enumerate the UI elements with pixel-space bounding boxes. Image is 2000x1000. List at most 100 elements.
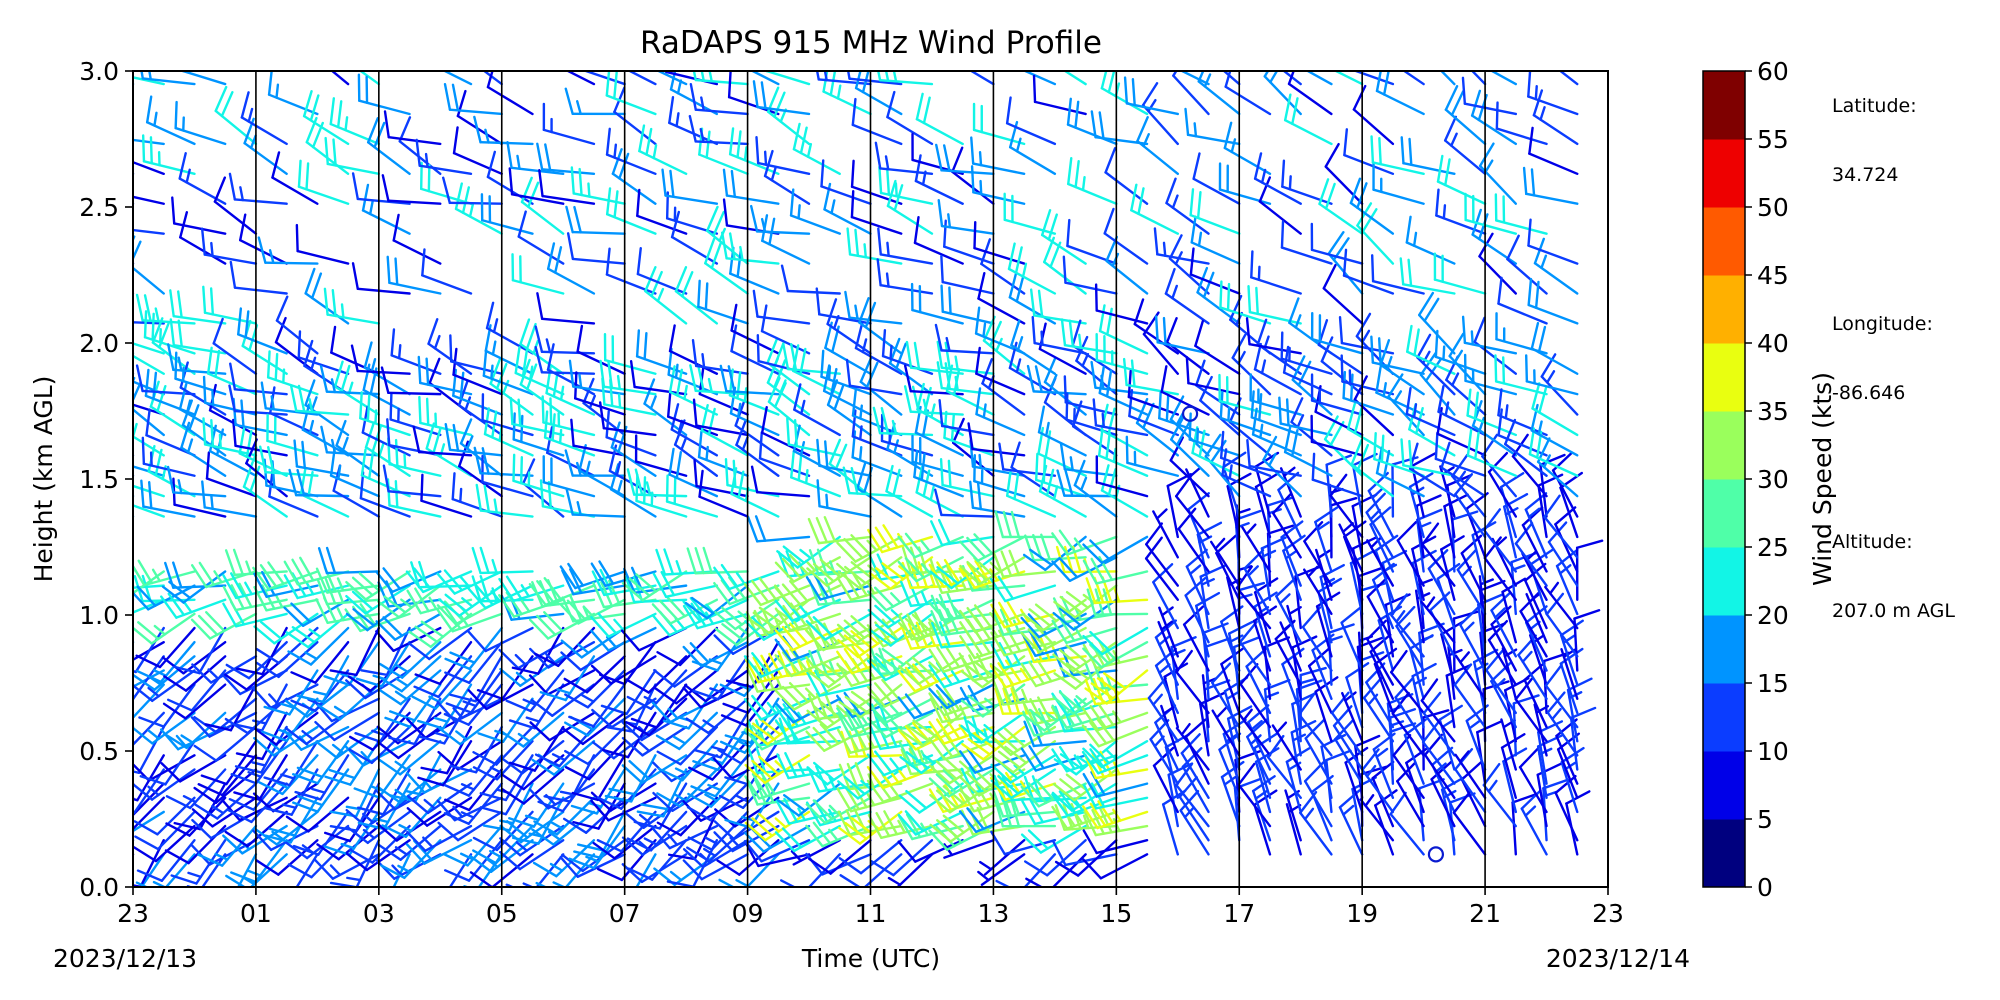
wind-barb [749,204,811,235]
wind-barb [534,325,596,355]
wind-barb [133,655,135,659]
wind-barb [1185,548,1210,616]
wind-barb [1506,234,1548,295]
wind-barb [605,410,657,457]
wind-barb [361,183,411,235]
wind-barb [1003,192,1057,235]
wind-barb [914,154,964,205]
colorbar-segment [1703,751,1745,820]
wind-barb [598,401,657,437]
wind-barb [1081,853,1149,880]
wind-barb [1464,192,1518,235]
wind-barb [1136,116,1179,176]
wind-barb [508,167,565,205]
wind-barb [590,796,657,822]
x-tick-label: 01 [240,899,272,928]
wind-barb [1500,733,1526,799]
wind-barb [1478,142,1518,205]
wind-barb [1250,390,1302,437]
wind-barb [766,86,811,146]
wind-barb [1470,71,1487,86]
wind-barb [969,480,1026,518]
wind-barb [1249,373,1302,416]
wind-barb [171,196,227,235]
wind-barb [1035,452,1087,498]
wind-barb [227,782,288,824]
wind-barb [936,340,995,375]
wind-barb [686,546,749,575]
wind-barb [481,454,534,498]
wind-barb [704,237,749,295]
wind-barb [1219,280,1272,325]
wind-barb [546,242,596,295]
wind-barb [314,711,381,742]
wind-barb [974,306,1026,355]
wind-barb [443,754,503,797]
wind-barb [598,641,657,686]
wind-barb [1245,317,1302,355]
wind-barb [975,346,1026,396]
wind-barb [449,725,503,774]
wind-barb [1280,331,1333,375]
wind-barb [1370,335,1425,375]
wind-barb [1097,428,1149,477]
wind-barb [686,824,749,863]
wind-barb [730,324,780,375]
wind-barb [915,92,964,146]
wind-barb [449,655,503,703]
wind-barb [897,839,964,863]
wind-barb [542,455,596,498]
wind-barb [1405,387,1456,437]
wind-barb [229,260,288,295]
wind-barb [692,398,749,437]
wind-barb [190,611,258,640]
wind-barb [1184,107,1241,146]
wind-barb [636,247,688,295]
wind-barb [133,292,135,295]
wind-barb [469,853,534,887]
wind-barb [1427,549,1456,616]
wind-barb [1411,452,1437,518]
wind-barb [1575,539,1604,601]
wind-barb [224,548,288,577]
wind-barb [763,149,811,205]
wind-barb [564,669,626,709]
wind-barb [689,82,749,116]
wind-barb [1420,596,1456,644]
wind-barb [1522,166,1579,205]
wind-barb [133,138,165,146]
wind-barb [133,160,165,176]
x-tick-label: 23 [1592,899,1624,928]
wind-barb [133,641,135,645]
wind-barb [134,810,196,851]
wind-barb [752,80,811,116]
wind-barb [1440,441,1487,498]
wind-barb [330,325,381,375]
x-tick-label: 19 [1346,899,1378,928]
wind-barb [568,824,626,870]
wind-barb [255,839,319,876]
wind-barb [324,136,381,176]
wind-barb [1059,442,1118,477]
wind-barb [417,740,473,787]
wind-barb [886,422,934,477]
colorbar-tick-label: 60 [1757,57,1789,86]
wind-barb [230,839,288,884]
wind-barb [1095,332,1149,375]
wind-barb [1056,469,1118,498]
wind-barb [1345,662,1370,729]
wind-barb [1434,329,1487,375]
calm-marker [1427,846,1445,863]
wind-barb [133,683,135,687]
colorbar-segment [1703,411,1745,480]
wind-barb [1082,535,1149,564]
wind-barb [1487,619,1518,686]
wind-barb [377,824,442,861]
wind-barb [415,138,473,176]
wind-barb [1531,382,1579,437]
wind-barb [565,71,596,86]
wind-barb [1543,494,1579,559]
wind-barb [1052,641,1118,673]
wind-barb [1390,649,1425,715]
wind-barb [1470,89,1518,146]
